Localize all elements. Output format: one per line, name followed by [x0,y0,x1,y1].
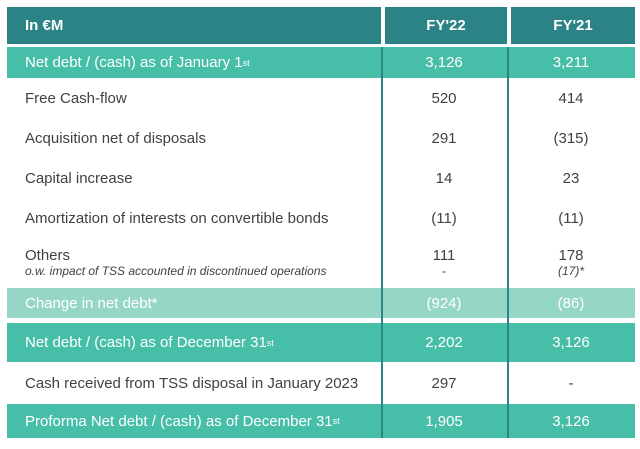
cell-fy21: (86) [557,294,585,312]
cell-fy21: 414 [558,89,584,107]
cell-fy22: 111 - [432,247,456,278]
table-row-amortization: Amortization of interests on convertible… [7,198,635,238]
unit-label: In €M [25,17,64,34]
cell-fy22: (924) [426,294,462,312]
cell-fy21: 23 [562,169,580,187]
row-label: Others o.w. impact of TSS accounted in d… [7,238,381,288]
table-row-change-in-net-debt: Change in net debt* (924) (86) [7,288,635,318]
table-row-others: Others o.w. impact of TSS accounted in d… [7,238,635,288]
table-header-row: In €M FY'22 FY'21 [7,7,635,44]
row-label: Proforma Net debt / (cash) as of Decembe… [25,412,340,430]
table-row-capital-increase: Capital increase 14 23 [7,158,635,198]
table-row-free-cash-flow: Free Cash-flow 520 414 [7,78,635,118]
cell-fy22: 1,905 [425,412,463,430]
row-label-sub: o.w. impact of TSS accounted in disconti… [25,264,327,278]
table-row-cash-received-tss: Cash received from TSS disposal in Janua… [7,362,635,404]
row-label: Acquisition net of disposals [25,129,206,147]
cell-fy21: (315) [553,129,589,147]
column-divider-1 [381,47,383,438]
cell-fy22: 291 [431,129,457,147]
cell-fy21: 3,126 [552,412,590,430]
column-divider-2 [507,47,509,438]
cell-fy22: 14 [435,169,453,187]
column-header-fy22: FY'22 [381,7,507,44]
row-label: Cash received from TSS disposal in Janua… [25,374,359,392]
cell-fy22: 520 [431,89,457,107]
cell-fy22: 2,202 [425,334,463,351]
row-label: Amortization of interests on convertible… [25,209,329,227]
cell-fy21: 178 (17)* [557,247,584,278]
row-label-main: Others [25,247,71,264]
row-label: Change in net debt* [25,294,158,312]
row-label: Capital increase [25,169,133,187]
cell-fy22: (11) [431,209,457,227]
row-label: Free Cash-flow [25,89,127,107]
table-row-proforma-net-debt: Proforma Net debt / (cash) as of Decembe… [7,404,635,438]
cell-fy22: 3,126 [425,54,463,71]
net-debt-table: In €M FY'22 FY'21 Net debt / (cash) as o… [7,7,635,438]
unit-header-cell: In €M [7,7,381,44]
cell-fy21: 3,126 [552,334,590,351]
cell-fy21: - [568,374,574,392]
cell-fy21: (11) [558,209,584,227]
cell-fy22: 297 [431,374,457,392]
cell-fy21: 3,211 [552,54,590,71]
table-row-acquisition: Acquisition net of disposals 291 (315) [7,118,635,158]
column-header-fy21: FY'21 [507,7,635,44]
